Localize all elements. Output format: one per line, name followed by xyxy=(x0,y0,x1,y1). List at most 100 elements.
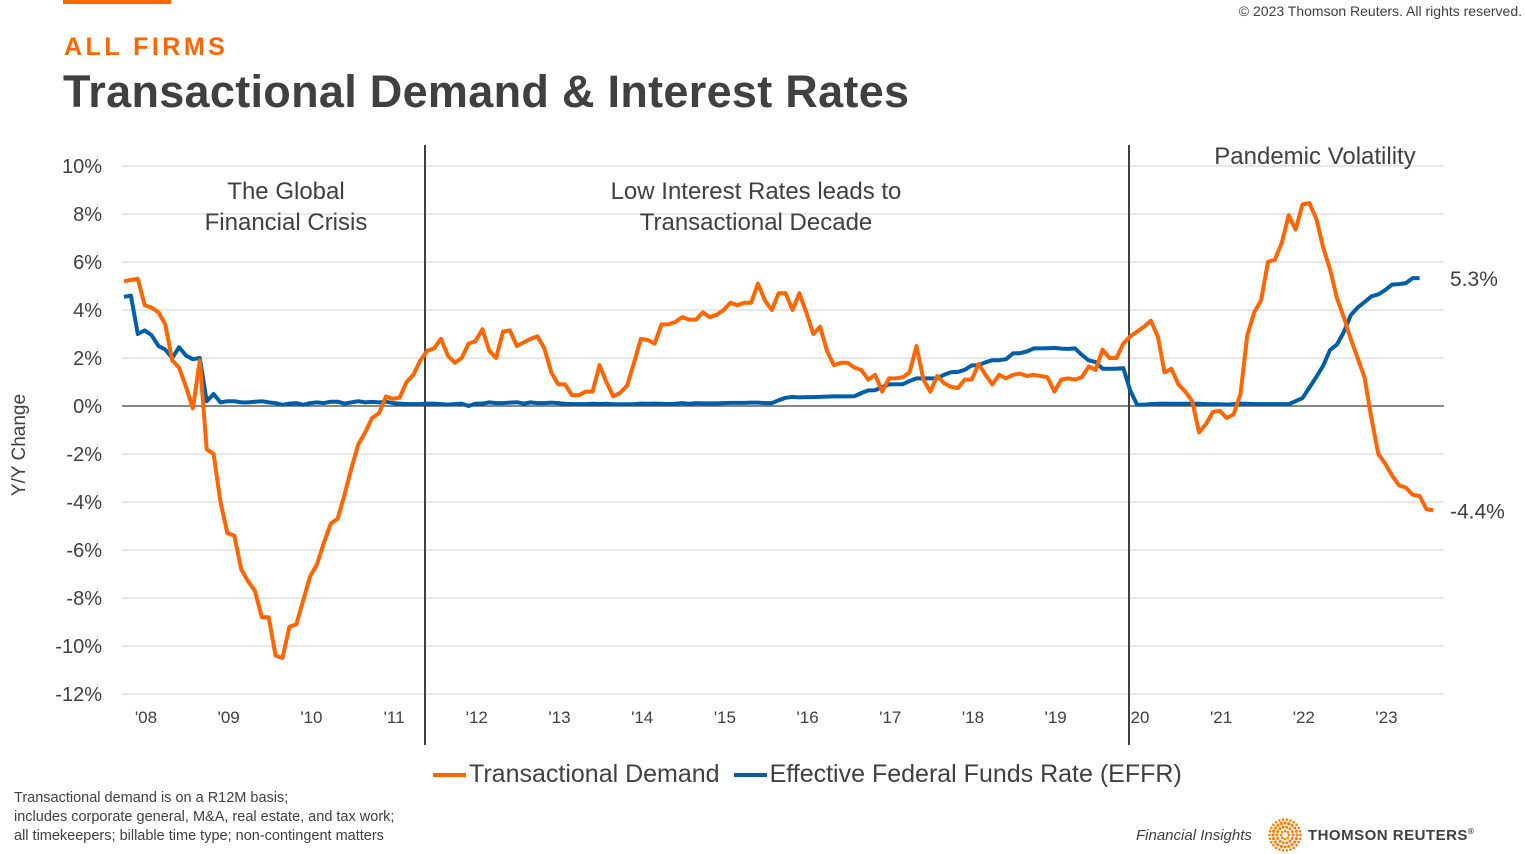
y-tick-label: 4% xyxy=(73,300,102,322)
logo-dot xyxy=(1294,837,1298,841)
logo-dot xyxy=(1279,833,1283,837)
period-annotations: The Global Financial Crisis Low Interest R… xyxy=(205,143,1416,236)
logo-dot xyxy=(1276,843,1280,847)
logo-dot xyxy=(1292,820,1296,824)
logo-dot xyxy=(1279,821,1283,826)
x-tick-label: '11 xyxy=(384,708,405,727)
logo-dot xyxy=(1289,819,1292,822)
logo-dot xyxy=(1273,826,1277,830)
logo-dot xyxy=(1286,830,1290,834)
logo-dot xyxy=(1283,845,1287,849)
logo-dot xyxy=(1276,836,1280,840)
legend-item-transactional-demand[interactable]: Transactional Demand xyxy=(433,760,720,789)
y-tick-label: 2% xyxy=(73,348,102,370)
logo-dot xyxy=(1290,843,1294,847)
footnote-line: includes corporate general, M&A, real es… xyxy=(14,809,395,825)
logo-dot xyxy=(1287,833,1291,837)
logo-dot xyxy=(1289,848,1292,851)
logo-dot xyxy=(1281,841,1285,845)
x-tick-label: '14 xyxy=(631,708,653,727)
logo-dot xyxy=(1295,843,1298,847)
logo-dot xyxy=(1268,829,1272,833)
logo-dot xyxy=(1297,826,1300,830)
series-line-effr xyxy=(123,276,1420,408)
x-tick-label: '18 xyxy=(962,708,984,727)
logo-dot xyxy=(1288,839,1292,843)
logo-dot xyxy=(1293,840,1297,844)
logo-dot xyxy=(1283,837,1287,841)
y-tick-label: 0% xyxy=(73,396,102,418)
x-tick-label: '13 xyxy=(548,708,570,727)
logo-dot xyxy=(1268,837,1272,841)
y-tick-label: -10% xyxy=(55,636,102,658)
y-axis-ticks: 10% 8% 6% 4% 2% 0% -2% -4% -6% -8% -10% -12% xyxy=(55,156,102,706)
line-chart: 10% 8% 6% 4% 2% 0% -2% -4% -6% -8% -10% -12% '08 '09… xyxy=(9,143,1505,745)
y-axis-label: Y/Y Change xyxy=(9,394,30,496)
x-tick-label: '21 xyxy=(1210,708,1232,727)
logo-dot xyxy=(1280,830,1284,834)
logo-dot xyxy=(1283,829,1287,833)
footnote-line: all timekeepers; billable time type; non… xyxy=(14,828,384,844)
logo-dot xyxy=(1285,825,1289,829)
annotation-text: Transactional Decade xyxy=(640,209,873,236)
logo-dot xyxy=(1269,840,1273,844)
logo-dot xyxy=(1290,830,1294,834)
brand-footer: Financial Insights THOMSON REUTERS® xyxy=(1136,818,1474,852)
logo-dot xyxy=(1295,823,1298,827)
logo-dot xyxy=(1281,818,1285,821)
logo-dot xyxy=(1276,823,1280,827)
thomson-reuters-dot-logo-icon xyxy=(1268,818,1302,852)
annotation-text: Financial Crisis xyxy=(205,209,368,236)
legend-label: Transactional Demand xyxy=(469,760,720,788)
logo-dot xyxy=(1279,844,1283,849)
period-dividers xyxy=(424,145,1130,745)
x-axis-ticks: '08 '09 '10 '11 '12 '13 '14 '15 '16 '17 '18 '19 '20 '… xyxy=(135,708,1398,727)
logo-dot xyxy=(1293,826,1297,830)
logo-dot xyxy=(1290,823,1294,827)
brand-name-text: THOMSON REUTERS xyxy=(1307,826,1468,844)
footnote-line: Transactional demand is on a R12M basis; xyxy=(14,790,289,806)
x-tick-label: '19 xyxy=(1045,708,1067,727)
logo-dot xyxy=(1271,833,1275,837)
logo-dot xyxy=(1272,823,1275,827)
logo-dot xyxy=(1273,840,1277,844)
logo-dot xyxy=(1292,846,1296,850)
logo-dot xyxy=(1278,819,1281,822)
logo-dot xyxy=(1278,827,1282,831)
logo-dot xyxy=(1288,827,1292,831)
x-tick-label: '20 xyxy=(1127,708,1149,727)
logo-dot xyxy=(1291,833,1295,837)
logo-dot xyxy=(1278,848,1281,851)
logo-dot xyxy=(1290,836,1294,840)
annotation-text: Low Interest Rates leads to xyxy=(611,178,902,205)
x-tick-label: '23 xyxy=(1375,708,1397,727)
logo-dot xyxy=(1298,829,1302,833)
brand-name: THOMSON REUTERS® xyxy=(1308,827,1474,844)
end-value-label: -4.4% xyxy=(1450,500,1505,523)
logo-dot xyxy=(1298,837,1302,841)
logo-dot xyxy=(1280,836,1284,840)
y-tick-label: -4% xyxy=(66,492,102,514)
brand-tagline: Financial Insights xyxy=(1136,826,1252,844)
y-tick-label: 8% xyxy=(73,204,102,226)
legend: Transactional Demand Effective Federal F… xyxy=(433,760,1196,789)
series-line-transactional-demand xyxy=(123,201,1434,660)
logo-dot xyxy=(1271,829,1276,833)
y-tick-label: -2% xyxy=(66,444,102,466)
x-tick-label: '10 xyxy=(300,708,322,727)
logo-dot xyxy=(1272,843,1275,847)
x-tick-label: '15 xyxy=(714,708,736,727)
x-tick-label: '12 xyxy=(466,708,488,727)
y-tick-label: -8% xyxy=(66,588,102,610)
legend-item-effr[interactable]: Effective Federal Funds Rate (EFFR) xyxy=(733,760,1182,789)
logo-dot xyxy=(1285,849,1289,852)
y-tick-label: 6% xyxy=(73,252,102,274)
x-tick-label: '09 xyxy=(218,708,240,727)
copyright-notice: © 2023 Thomson Reuters. All rights reser… xyxy=(1238,3,1522,19)
x-tick-label: '16 xyxy=(797,708,819,727)
gridlines xyxy=(122,165,1444,695)
logo-dot xyxy=(1295,833,1299,837)
logo-dot xyxy=(1297,840,1300,844)
footnote: Transactional demand is on a R12M basis;… xyxy=(14,789,394,846)
logo-dot xyxy=(1274,846,1278,850)
